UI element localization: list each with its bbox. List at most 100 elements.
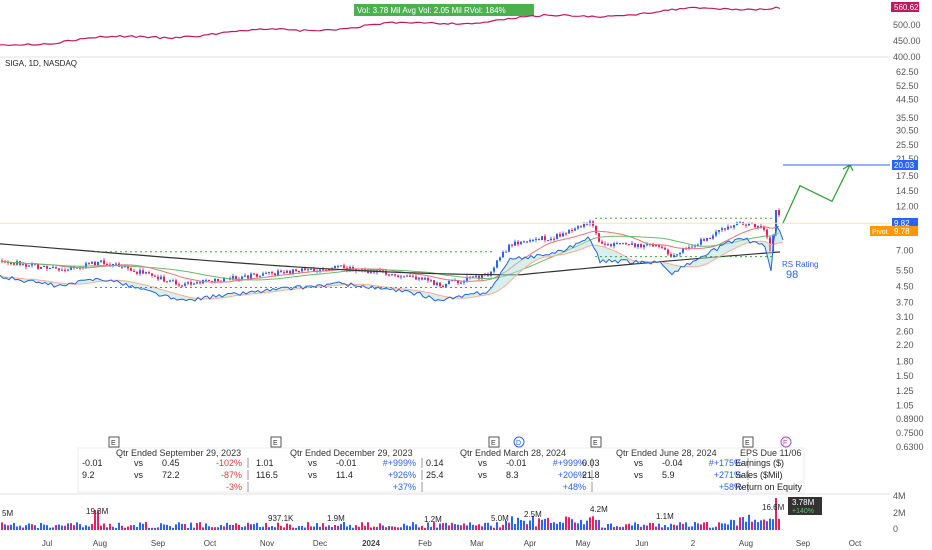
candle-body [223, 278, 225, 282]
event-marker-letter: E [593, 440, 598, 447]
volume-bar [709, 527, 711, 530]
volume-bar [376, 527, 378, 530]
volume-bar [172, 527, 174, 530]
volume-bar [703, 522, 705, 530]
volume-bar [88, 526, 90, 530]
volume-bar [556, 523, 558, 530]
pivot-badge-label: Pivot [872, 229, 888, 236]
symbol-label: SIGA, 1D, NASDAQ [5, 59, 77, 68]
volume-bar [559, 521, 561, 530]
value-cell: 21.8 [582, 470, 600, 480]
candle-body [724, 228, 726, 230]
candle-body [181, 285, 183, 287]
volume-bar [349, 524, 351, 530]
price-tick: 4.50 [896, 282, 914, 292]
volume-bar [778, 518, 780, 530]
volume-bar [94, 510, 96, 530]
volume-bar [112, 526, 114, 530]
volume-bar [730, 519, 732, 530]
price-tick: 17.50 [896, 171, 919, 181]
volume-bar [484, 522, 486, 530]
volume-label: 5M [2, 509, 13, 518]
candle-body [679, 252, 681, 255]
volume-bar [487, 522, 489, 530]
candle-body [262, 273, 264, 276]
candle-body [166, 281, 168, 283]
candle-body [409, 275, 411, 277]
candle-body [595, 225, 597, 234]
candle-body [478, 275, 480, 280]
volume-bar [49, 527, 51, 530]
candle-body [571, 229, 573, 231]
candle-body [130, 268, 132, 271]
candle-body [496, 260, 498, 268]
volume-bar [28, 523, 30, 530]
candle-body [460, 282, 462, 284]
candle-body [265, 272, 267, 274]
volume-bar [715, 526, 717, 530]
value-cell: 0.14 [426, 458, 444, 468]
candle-body [760, 226, 762, 228]
volume-bar [262, 526, 264, 530]
volume-bar [550, 522, 552, 530]
volume-bar [151, 527, 153, 530]
volume-bar [241, 526, 243, 530]
volume-bar [61, 525, 63, 530]
candle-body [94, 261, 96, 266]
volume-bar [469, 522, 471, 530]
index-tick: 450.00 [893, 36, 921, 46]
candle-body [559, 234, 561, 237]
volume-bar [367, 522, 369, 530]
value-cell: -0.01 [336, 458, 357, 468]
volume-bar [184, 523, 186, 530]
candle-body [763, 227, 765, 230]
volume-bar [502, 524, 504, 530]
volume-bar [616, 526, 618, 530]
value-cell: 72.2 [162, 470, 180, 480]
candle-body [106, 263, 108, 265]
candle-body [565, 233, 567, 235]
time-tick: Sep [796, 539, 811, 548]
candle-body [529, 240, 531, 242]
event-marker-letter: E [491, 440, 496, 447]
volume-bar [574, 522, 576, 530]
volume-bar [214, 527, 216, 530]
volume-tick: 2M [893, 508, 906, 518]
pivot-badge-bg [870, 226, 918, 236]
candle-body [277, 270, 279, 276]
candle-body [307, 269, 309, 271]
volume-bar [601, 527, 603, 530]
change-cell: +48% [563, 482, 586, 492]
change-cell: +58% [719, 482, 742, 492]
volume-bar [430, 526, 432, 530]
last-price-badge-bg [892, 218, 918, 228]
volume-bar [637, 523, 639, 530]
volume-bar [445, 522, 447, 530]
price-tick: 2.20 [896, 340, 914, 350]
volume-label: 1.1M [656, 512, 674, 521]
volume-bar [157, 527, 159, 530]
volume-bar [760, 520, 762, 530]
candle-body [616, 243, 618, 245]
volume-bar [751, 521, 753, 530]
volume-bar [766, 521, 768, 530]
candle-body [85, 263, 87, 268]
candle-body [37, 263, 39, 269]
volume-bar [466, 525, 468, 530]
volume-bar [625, 524, 627, 530]
volume-bar [235, 523, 237, 530]
volume-bar [544, 518, 546, 530]
candle-body [526, 241, 528, 243]
candle-body [22, 264, 24, 266]
pivot-badge: 9.78 [894, 227, 910, 236]
candle-body [439, 282, 441, 287]
volume-badge-value: 3.78M [792, 498, 815, 507]
candle-body [46, 265, 48, 269]
candle-body [493, 267, 495, 272]
candle-body [385, 270, 387, 275]
candle-body [607, 244, 609, 246]
volume-bar [682, 523, 684, 530]
volume-bar [109, 523, 111, 530]
volume-bar [448, 525, 450, 530]
candle-body [700, 239, 702, 245]
